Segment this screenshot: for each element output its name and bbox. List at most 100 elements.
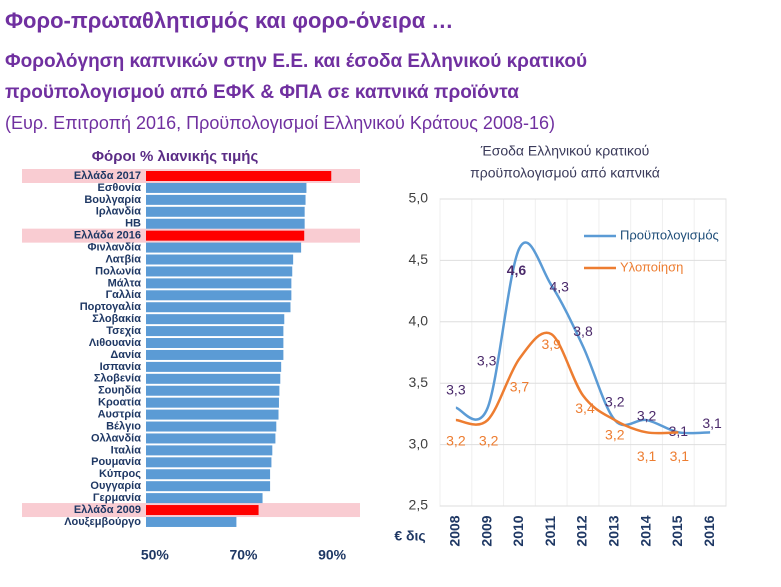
bar xyxy=(146,266,293,277)
category-label: Λατβία xyxy=(105,253,141,265)
bar xyxy=(146,445,273,456)
category-label: Λιθουανία xyxy=(89,337,141,349)
category-label: Μάλτα xyxy=(108,277,142,289)
data-label: 3,3 xyxy=(477,352,497,368)
bar xyxy=(146,230,305,241)
data-label: 3,7 xyxy=(510,378,530,394)
data-label: 3,8 xyxy=(573,323,593,339)
data-label: 3,4 xyxy=(575,400,595,416)
axis-label: € δις xyxy=(394,528,425,544)
x-tick-label: 90% xyxy=(318,547,347,563)
category-label: Δανία xyxy=(110,349,141,361)
bar xyxy=(146,457,272,468)
data-label: 3,9 xyxy=(541,336,561,352)
data-label: 3,3 xyxy=(446,381,466,397)
category-label: Πορτογαλία xyxy=(80,301,142,313)
data-label: 3,2 xyxy=(637,408,657,424)
chart-title: προϋπολογισμού από καπνικά xyxy=(470,165,660,181)
bar xyxy=(146,516,237,527)
bar xyxy=(146,254,294,265)
category-label: Φινλανδία xyxy=(87,241,141,253)
bar xyxy=(146,409,279,420)
data-label: 3,2 xyxy=(446,433,466,449)
data-label: 3,1 xyxy=(669,423,689,439)
bar xyxy=(146,182,307,193)
x-tick-label: 2008 xyxy=(447,515,463,546)
x-tick-label: 2013 xyxy=(605,515,621,546)
data-label: 3,2 xyxy=(605,394,625,410)
bar xyxy=(146,338,284,349)
category-label: Λουξεμβούργο xyxy=(64,516,141,528)
y-tick-label: 5,0 xyxy=(409,190,429,206)
category-label: Γερμανία xyxy=(93,492,141,504)
category-label: Σλοβενία xyxy=(94,373,141,385)
category-label: Ιταλία xyxy=(111,444,142,456)
data-label: 3,1 xyxy=(702,415,722,431)
bar xyxy=(146,469,271,480)
bar xyxy=(146,373,281,384)
bar xyxy=(146,278,292,289)
x-tick-label: 2010 xyxy=(510,515,526,546)
slide-title: Φορο-πρωταθλητισμός και φορο-όνειρα … xyxy=(5,8,453,33)
bar xyxy=(146,206,305,217)
bar xyxy=(146,242,302,253)
bar xyxy=(146,481,271,492)
x-tick-label: 2014 xyxy=(637,515,653,546)
category-label: Γαλλία xyxy=(106,289,142,301)
y-tick-label: 4,0 xyxy=(409,313,429,329)
data-label: 3,2 xyxy=(605,427,625,443)
data-label: 3,2 xyxy=(479,433,499,449)
data-label: 3,1 xyxy=(637,448,657,464)
bar xyxy=(146,493,263,504)
category-label: Βουλγαρία xyxy=(84,194,141,206)
y-tick-label: 2,5 xyxy=(409,497,429,513)
x-tick-label: 2016 xyxy=(701,515,717,546)
data-label: 3,1 xyxy=(670,448,690,464)
category-label: Τσεχία xyxy=(106,325,141,337)
bar xyxy=(146,385,280,396)
category-label: Ολλανδία xyxy=(91,432,141,444)
series-line xyxy=(455,331,679,435)
bar xyxy=(146,290,292,301)
category-label: Σλοβακία xyxy=(92,313,141,325)
bar xyxy=(146,218,305,229)
data-label: 4,6 xyxy=(507,262,527,278)
bar xyxy=(146,314,285,325)
category-label: Ιρλανδία xyxy=(96,206,141,218)
category-label: Ουγγαρία xyxy=(90,480,141,492)
x-tick-label: 2011 xyxy=(542,516,558,547)
category-label: Ελλάδα 2009 xyxy=(74,504,141,516)
bar xyxy=(146,302,291,313)
category-label: Κροατία xyxy=(98,397,141,409)
bar xyxy=(146,433,276,444)
x-tick-label: 2015 xyxy=(669,515,685,546)
category-label: Ελλάδα 2017 xyxy=(74,170,141,182)
category-label: Ρουμανία xyxy=(91,456,141,468)
bar xyxy=(146,194,306,205)
subtitle: Φορολόγηση καπνικών στην Ε.Ε. και έσοδα … xyxy=(5,51,587,72)
data-label: 4,3 xyxy=(549,279,569,295)
chart-title: Φόροι % λιανικής τιμής xyxy=(92,148,259,165)
category-label: Πολωνία xyxy=(95,265,141,277)
bar xyxy=(146,397,279,408)
series-line xyxy=(455,241,711,435)
bar xyxy=(146,421,277,432)
y-tick-label: 3,0 xyxy=(409,435,429,451)
legend-label: Υλοποίηση xyxy=(620,259,683,274)
bar xyxy=(146,361,282,372)
subtitle: προϋπολογισμού από ΕΦΚ & ΦΠΑ σε καπνικά … xyxy=(5,82,519,103)
category-label: Ελλάδα 2016 xyxy=(74,230,141,242)
category-label: ΗΒ xyxy=(125,218,141,230)
category-label: Κύπρος xyxy=(99,468,141,480)
x-tick-label: 2012 xyxy=(574,515,590,546)
bar xyxy=(146,349,284,360)
bar xyxy=(146,505,259,516)
bar xyxy=(146,326,284,337)
category-label: Ισπανία xyxy=(100,361,142,373)
bar xyxy=(146,171,332,181)
chart-title: Έσοδα Ελληνικού κρατικού xyxy=(480,143,650,159)
category-label: Βέλγιο xyxy=(106,420,141,432)
x-tick-label: 50% xyxy=(141,547,170,563)
category-label: Σουηδία xyxy=(98,385,141,397)
